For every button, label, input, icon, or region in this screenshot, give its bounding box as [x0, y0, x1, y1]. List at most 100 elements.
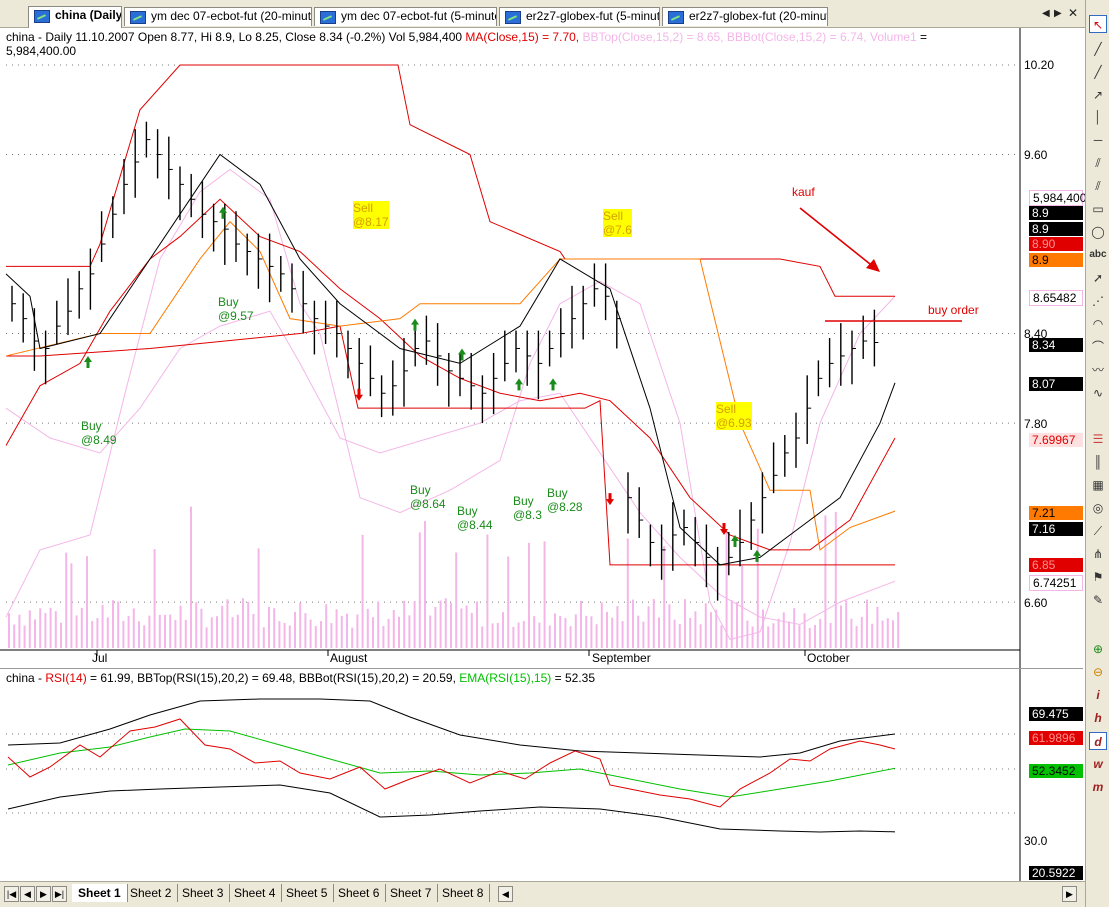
- buy-arrow-icon: [549, 378, 557, 391]
- sell-signal-label: Sell @6.93: [716, 402, 752, 430]
- price-value-tag: 6.85: [1029, 558, 1083, 572]
- fibonacci-fan-tool-icon[interactable]: ⋰: [1092, 294, 1104, 308]
- ray-tool-icon[interactable]: ╱: [1094, 65, 1102, 79]
- price-axis-tick: 8.40: [1024, 327, 1048, 341]
- price-value-tag: 7.21: [1029, 506, 1083, 520]
- buy-arrow-icon: [84, 355, 92, 368]
- sheet-tab[interactable]: Sheet 2: [124, 884, 179, 902]
- sell-signal-label: Sell @8.17: [353, 201, 389, 229]
- sheet-tab[interactable]: Sheet 8: [436, 884, 491, 902]
- prev-sheet-icon[interactable]: ◀: [20, 886, 35, 902]
- tab-er2-5min[interactable]: er2z7-globex-fut (5-minute): [499, 7, 660, 26]
- month-label: October: [807, 651, 850, 665]
- sheet-scroll-icon[interactable]: ◀: [498, 886, 513, 902]
- price-value-tag: 8.9: [1029, 253, 1083, 267]
- price-header: china - Daily 11.10.2007 Open 8.77, Hi 8…: [6, 30, 927, 44]
- price-value-tag: 8.9: [1029, 206, 1083, 220]
- chart-icon: [320, 11, 336, 24]
- interval-weekly-icon[interactable]: w: [1093, 757, 1103, 771]
- tab-er2-20min[interactable]: er2z7-globex-fut (20-minute): [662, 7, 828, 26]
- chart-icon: [34, 10, 50, 23]
- tab-ym-5min[interactable]: ym dec 07-ecbot-fut (5-minute): [314, 7, 497, 26]
- gann-tool-icon[interactable]: ▦: [1092, 478, 1104, 492]
- channel-mid-line: [5, 220, 896, 551]
- scroll-tabs-right-icon[interactable]: ▶: [1054, 8, 1062, 19]
- spiral-tool-icon[interactable]: ◎: [1092, 501, 1104, 515]
- ma-line: [5, 198, 896, 551]
- first-sheet-icon[interactable]: |◀: [4, 886, 19, 902]
- trendline-tool-icon[interactable]: ↗: [1092, 88, 1104, 102]
- zigzag-tool-icon[interactable]: 〰: [1091, 363, 1104, 377]
- line-tool-icon[interactable]: ╱: [1094, 42, 1102, 56]
- arc-tool-icon[interactable]: ◠: [1092, 317, 1104, 331]
- channel-top-line: [6, 64, 895, 297]
- interval-hourly-icon[interactable]: h: [1094, 711, 1102, 725]
- fibonacci-timezone-tool-icon[interactable]: ║: [1093, 455, 1103, 469]
- rsi-value-tag: 20.5922: [1029, 866, 1083, 880]
- ellipse-tool-icon[interactable]: ◯: [1091, 225, 1105, 239]
- rectangle-tool-icon[interactable]: ▭: [1092, 202, 1104, 216]
- rsi-value-tag: 69.475: [1029, 707, 1083, 721]
- scroll-tabs-left-icon[interactable]: ◀: [1042, 8, 1050, 19]
- vertical-line-tool-icon[interactable]: │: [1094, 110, 1102, 124]
- kauf-arrow-head-icon: [866, 259, 880, 272]
- sell-arrow-icon: [606, 493, 614, 506]
- speed-lines-tool-icon[interactable]: ⟋: [1093, 524, 1103, 538]
- zoom-in-icon[interactable]: ⊕: [1092, 642, 1104, 656]
- sheet-tab[interactable]: Sheet 6: [332, 884, 387, 902]
- sheet-tab[interactable]: Sheet 1: [72, 884, 128, 902]
- chart-icon: [505, 11, 521, 24]
- month-label: August: [330, 651, 368, 665]
- buy-order-annotation: buy order: [928, 303, 979, 317]
- rsi-axis-tick: 30.0: [1024, 834, 1048, 848]
- wave-tool-icon[interactable]: ∿: [1092, 386, 1104, 400]
- interval-intraday-icon[interactable]: i: [1096, 688, 1100, 702]
- interval-daily-icon[interactable]: d: [1089, 732, 1107, 750]
- sheet-tab[interactable]: Sheet 7: [384, 884, 439, 902]
- buy-signal-label: Buy @8.28: [547, 486, 583, 514]
- next-sheet-icon[interactable]: ▶: [36, 886, 51, 902]
- rsi-pane[interactable]: china - RSI(14) = 61.99, BBTop(RSI(15),2…: [0, 668, 1083, 881]
- stochastic-line: [5, 153, 896, 566]
- price-value-tag: 8.90: [1029, 237, 1083, 251]
- zoom-out-icon[interactable]: ⊖: [1092, 665, 1104, 679]
- text-tool-icon[interactable]: abc: [1089, 249, 1107, 260]
- tab-china-daily[interactable]: china (Daily): [28, 6, 122, 28]
- fibonacci-retracement-tool-icon[interactable]: ☰: [1092, 432, 1104, 446]
- horizontal-line-tool-icon[interactable]: ─: [1093, 133, 1103, 147]
- price-axis-tick: 7.80: [1024, 417, 1048, 431]
- sheet-tab[interactable]: Sheet 3: [176, 884, 231, 902]
- price-pane[interactable]: china - Daily 11.10.2007 Open 8.77, Hi 8…: [0, 28, 1086, 668]
- delete-tool-icon[interactable]: ✎: [1092, 593, 1104, 607]
- pointer-tool-icon[interactable]: ↖: [1089, 15, 1107, 33]
- rsi-ema-line: [7, 728, 896, 798]
- bbbot-legend: BBBot(Close,15,2) = 6.74,: [726, 30, 870, 44]
- volume-legend-eq: =: [916, 30, 928, 44]
- buy-signal-label: Buy @8.64: [410, 483, 446, 511]
- rsi-line: [7, 718, 896, 808]
- price-axis-tick: 6.60: [1024, 596, 1048, 610]
- month-label: Jul: [92, 651, 108, 665]
- chart-tab-bar: china (Daily) ym dec 07-ecbot-fut (20-mi…: [0, 0, 1085, 28]
- buy-signal-label: Buy @8.44: [457, 504, 493, 532]
- cycle-tool-icon[interactable]: ⌒: [1091, 340, 1104, 354]
- tab-ym-20min[interactable]: ym dec 07-ecbot-fut (20-minute): [124, 7, 312, 26]
- interval-monthly-icon[interactable]: m: [1092, 780, 1104, 794]
- hscroll-right-icon[interactable]: ▶: [1062, 886, 1077, 902]
- price-value-tag: 7.69967: [1029, 433, 1083, 447]
- arrow-tool-icon[interactable]: ➚: [1092, 271, 1104, 285]
- close-tab-icon[interactable]: ✕: [1068, 6, 1079, 20]
- bbtop-legend: BBTop(Close,15,2) = 8.65,: [582, 30, 727, 44]
- rsi-legend: RSI(14): [45, 671, 87, 685]
- buy-arrow-icon: [219, 206, 227, 219]
- sheet-tab-bar: |◀ ◀ ▶ ▶| Sheet 1 Sheet 2 Sheet 3 Sheet 4 Sh…: [0, 881, 1085, 907]
- andrews-pitchfork-tool-icon[interactable]: ⋔: [1092, 547, 1104, 561]
- regression-channel-tool-icon[interactable]: ⫽: [1095, 179, 1101, 193]
- sheet-tab[interactable]: Sheet 4: [228, 884, 283, 902]
- sheet-tab[interactable]: Sheet 5: [280, 884, 335, 902]
- sell-arrow-icon: [720, 522, 728, 535]
- symbol-tool-icon[interactable]: ⚑: [1092, 570, 1104, 584]
- parallel-channel-tool-icon[interactable]: ⫽: [1095, 156, 1101, 170]
- last-sheet-icon[interactable]: ▶|: [52, 886, 67, 902]
- ema-legend: EMA(RSI(15),15): [459, 671, 552, 685]
